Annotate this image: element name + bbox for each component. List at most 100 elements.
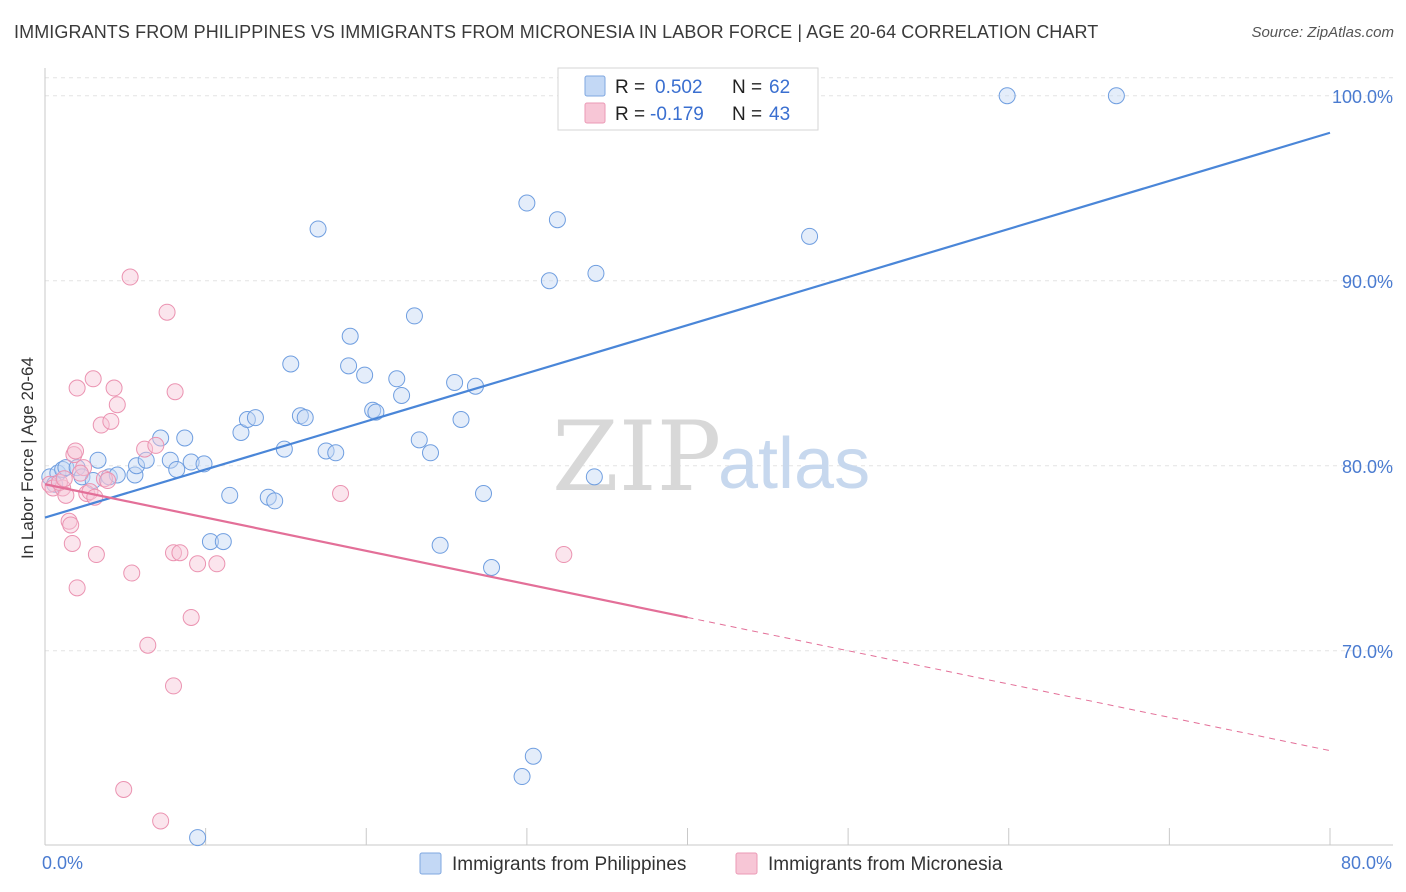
watermark: ZIP atlas — [552, 401, 870, 513]
watermark-zip: ZIP — [552, 401, 721, 513]
philippines-point — [483, 559, 501, 576]
philippines-point — [801, 227, 819, 245]
legend-swatch-philippines — [584, 75, 606, 97]
x-ticks — [205, 828, 1331, 845]
micronesia-point — [182, 608, 200, 626]
philippines-point — [356, 366, 374, 384]
philippines-point — [221, 486, 239, 504]
philippines-point — [388, 370, 406, 388]
philippines-point — [548, 211, 566, 229]
legend-swatch-micronesia — [584, 102, 606, 124]
philippines-point — [327, 444, 345, 462]
stats-legend: R = 0.502 N = 62 R = -0.179 N = 43 — [557, 67, 819, 131]
trend-line-micronesia-extrapolated — [687, 616, 1331, 752]
y-axis-label: In Labor Force | Age 20-64 — [18, 357, 37, 559]
philippines-point — [524, 747, 542, 765]
philippines-point — [309, 220, 327, 238]
philippines-point — [540, 272, 558, 290]
philippines-point — [108, 466, 126, 484]
micronesia-point — [68, 379, 86, 397]
legend-r-value-2: -0.179 — [650, 104, 704, 125]
series-legend: Immigrants from Philippines Immigrants f… — [419, 852, 1003, 875]
source-text: Source: ZipAtlas.com — [1251, 24, 1394, 41]
legend-r-label-2: R = — [615, 104, 645, 125]
x-tick-label-max: 80.0% — [1341, 853, 1392, 873]
micronesia-point — [102, 412, 120, 430]
philippines-point — [452, 411, 470, 428]
micronesia-point — [121, 268, 139, 286]
grid-lines — [45, 77, 1393, 652]
legend-n-label-1: N = — [732, 77, 762, 98]
philippines-point — [587, 264, 605, 282]
philippines-point — [998, 87, 1016, 105]
micronesia-point — [55, 470, 73, 488]
legend-r-value-1: 0.502 — [655, 77, 703, 98]
y-tick-label: 90.0% — [1342, 272, 1393, 292]
micronesia-point — [171, 544, 189, 562]
micronesia-point — [75, 459, 93, 477]
philippines-point — [446, 374, 464, 391]
y-tick-label: 100.0% — [1332, 87, 1393, 107]
philippines-point — [176, 429, 194, 447]
philippines-point — [367, 403, 385, 421]
philippines-point — [410, 431, 428, 449]
philippines-point — [246, 409, 264, 427]
micronesia-point — [147, 436, 165, 454]
philippines-point — [89, 451, 107, 469]
micronesia-point — [165, 677, 182, 695]
micronesia-point — [115, 781, 133, 798]
micronesia-point — [208, 555, 226, 573]
philippines-point — [296, 409, 314, 427]
philippines-point — [161, 451, 179, 469]
bottom-legend-label-micronesia: Immigrants from Micronesia — [768, 854, 1003, 875]
micronesia-point — [63, 534, 81, 552]
legend-n-label-2: N = — [732, 104, 762, 125]
micronesia-point — [165, 544, 182, 562]
micronesia-point — [84, 370, 102, 388]
legend-n-value-2: 43 — [769, 104, 790, 125]
micronesia-point — [152, 812, 170, 830]
philippines-point — [68, 459, 86, 477]
philippines-point — [340, 357, 358, 375]
micronesia-point — [166, 383, 184, 401]
philippines-point — [341, 327, 359, 345]
micronesia-point — [158, 303, 176, 321]
micronesia-point — [332, 485, 350, 502]
philippines-point — [168, 460, 186, 478]
micronesia-point — [555, 546, 573, 564]
micronesia-point — [189, 555, 207, 573]
trend-line-philippines — [44, 131, 1331, 519]
watermark-atlas: atlas — [718, 424, 870, 504]
philippines-point — [518, 194, 536, 212]
philippines-point — [405, 307, 423, 325]
philippines-point — [513, 768, 531, 786]
legend-n-value-1: 62 — [769, 77, 790, 98]
bottom-legend-label-philippines: Immigrants from Philippines — [452, 854, 686, 875]
legend-r-label-1: R = — [615, 77, 645, 98]
axes — [44, 68, 1393, 846]
micronesia-point — [139, 636, 157, 654]
philippines-point — [182, 453, 200, 471]
data-points — [41, 87, 1125, 847]
micronesia-point — [67, 442, 85, 460]
micronesia-point — [108, 396, 126, 414]
micronesia-point — [71, 464, 89, 482]
philippines-point — [422, 444, 439, 462]
philippines-point — [475, 485, 493, 502]
trend-line-micronesia — [44, 483, 688, 619]
philippines-point — [201, 533, 219, 551]
y-tick-label: 80.0% — [1342, 457, 1393, 477]
philippines-point — [282, 355, 300, 373]
y-tick-labels: 70.0% 80.0% 90.0% 100.0% — [1332, 87, 1393, 662]
micronesia-point — [68, 579, 86, 597]
chart-title: IMMIGRANTS FROM PHILIPPINES VS IMMIGRANT… — [14, 22, 1099, 42]
micronesia-point — [136, 440, 154, 458]
philippines-point — [214, 533, 232, 551]
philippines-point — [431, 536, 449, 554]
bottom-legend-swatch-micronesia — [735, 852, 758, 875]
y-tick-label: 70.0% — [1342, 642, 1393, 662]
micronesia-point — [99, 472, 117, 490]
philippines-point — [266, 492, 284, 510]
bottom-legend-swatch-philippines — [419, 852, 442, 875]
